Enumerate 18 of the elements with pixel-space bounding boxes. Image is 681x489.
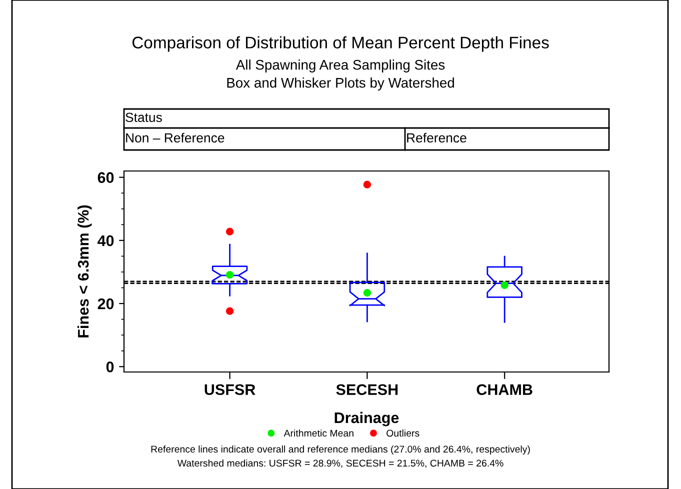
text: Reference lines indicate overall and reference medians (27.0% and 26.4%, respectively)	[151, 445, 530, 455]
text: Watershed medians: USFSR = 28.9%, SECESH = 21.5%, CHAMB = 26.4%	[177, 459, 504, 468]
y-tick-label: 20	[98, 298, 114, 310]
x-tick-label: USFSR	[204, 384, 256, 396]
chart-subtitle: All Spawning Area Sampling Sites Box and Whisker Plots by Watershed	[227, 60, 454, 90]
y-axis-title: Fines < 6.3mm (%)	[77, 205, 92, 338]
text: Non – Reference	[126, 132, 224, 143]
legend-label: Arithmetic Mean	[284, 429, 354, 437]
y-tick-label: 60	[98, 172, 114, 183]
x-axis-title: Drainage	[334, 412, 399, 426]
text: Status	[126, 112, 162, 122]
y-tick-label: 40	[98, 235, 114, 246]
x-tick-label: CHAMB	[476, 384, 532, 396]
legend-label: Outliers	[386, 429, 420, 437]
y-tick-label: 0	[106, 362, 114, 372]
chart-title: Comparison of Distribution of Mean Percent Depth Fines	[132, 36, 549, 52]
x-tick-label: SECESH	[336, 384, 398, 396]
text: Reference	[407, 132, 466, 143]
